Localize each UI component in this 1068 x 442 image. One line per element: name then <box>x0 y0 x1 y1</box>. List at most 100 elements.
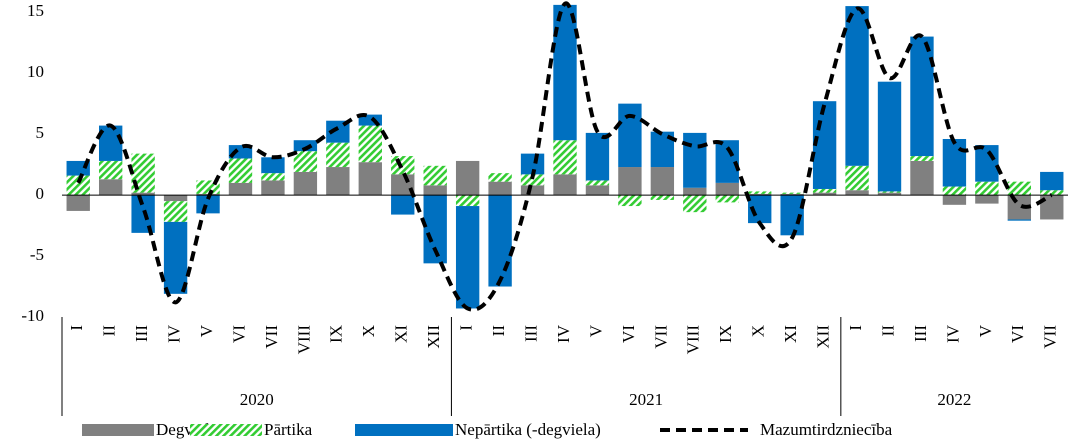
x-tick-label: III <box>521 325 540 342</box>
x-tick-label: V <box>976 324 995 337</box>
bar-segment <box>845 190 869 196</box>
x-tick-label: XI <box>781 325 800 343</box>
legend-key <box>82 424 154 436</box>
legend-label: Mazumtirdzniecība <box>760 420 893 439</box>
x-tick-label: VII <box>651 325 670 349</box>
x-tick-label: III <box>132 325 151 342</box>
bar-segment <box>163 201 188 222</box>
bar-segment <box>358 114 382 126</box>
x-tick-label: XII <box>424 325 443 349</box>
bar-segment <box>683 195 707 213</box>
bar-segment <box>877 191 902 193</box>
bar-segment <box>1040 190 1064 196</box>
bar-segment <box>780 192 804 194</box>
bar-segment <box>1007 181 1032 196</box>
y-tick-label: -5 <box>30 245 44 264</box>
y-tick-label: 0 <box>36 184 45 203</box>
bar-segment <box>650 167 675 196</box>
bar-segment <box>423 195 447 264</box>
bar-segment <box>131 153 155 193</box>
bar-segment <box>812 188 837 193</box>
line-series <box>76 1 1053 312</box>
bar-segment <box>618 195 642 207</box>
legend-label: Nepārtika (-degviela) <box>455 420 601 439</box>
bar-segment <box>683 132 707 188</box>
x-tick-label: VI <box>619 325 638 343</box>
bar-segment <box>910 156 934 161</box>
bar-segment <box>293 151 318 172</box>
bar-segment <box>488 195 512 287</box>
bar-segment <box>326 142 350 168</box>
bar-segment <box>780 195 804 236</box>
bar-segment <box>942 195 967 205</box>
group-label: 2022 <box>937 390 971 409</box>
x-tick-label: XI <box>392 325 411 343</box>
bar-segment <box>196 195 220 214</box>
bar-segment <box>748 193 772 196</box>
x-tick-label: X <box>749 325 768 337</box>
bar-segment <box>98 179 123 196</box>
bar-segment <box>650 195 675 200</box>
bar-segment <box>650 131 675 168</box>
bar-segment <box>585 132 610 181</box>
bar-segment <box>877 81 902 192</box>
bar-segment <box>261 173 285 181</box>
bar-segment <box>391 195 415 215</box>
bar-segment <box>618 103 642 168</box>
group-label: 2021 <box>629 390 663 409</box>
bar-segment <box>1007 219 1032 221</box>
bar-segment <box>748 191 772 194</box>
bar-segment <box>910 160 934 196</box>
bar-segment <box>715 140 739 183</box>
bar-segment <box>845 6 869 166</box>
bar-segment <box>942 186 967 196</box>
bar-segment <box>812 192 837 196</box>
y-tick-label: 10 <box>27 62 44 81</box>
bar-segment <box>358 162 382 196</box>
bar-segment <box>942 138 967 187</box>
group-label: 2020 <box>240 390 274 409</box>
bar-segment <box>131 192 155 196</box>
bar-segment <box>326 167 350 196</box>
bar-segment <box>455 160 480 196</box>
bar-segment <box>520 185 545 196</box>
bar-segment <box>163 195 188 202</box>
bar-segment <box>1040 195 1064 220</box>
bar-segment <box>98 160 123 180</box>
x-tick-label: VI <box>229 325 248 343</box>
x-tick-label: V <box>586 324 605 337</box>
bar-segment <box>98 125 123 161</box>
bar-segment <box>131 195 155 233</box>
bar-segment <box>228 182 253 196</box>
y-tick-label: 15 <box>27 1 44 20</box>
bar-segment <box>228 158 253 183</box>
bar-segment <box>423 185 447 196</box>
bar-segment <box>618 167 642 196</box>
x-tick-label: X <box>359 325 378 337</box>
legend-label: Pārtika <box>264 420 313 439</box>
legend-key <box>190 424 262 436</box>
x-tick-label: II <box>489 325 508 337</box>
bar-segment <box>975 195 999 204</box>
bar-segment <box>553 4 577 141</box>
x-tick-label: VIII <box>294 325 313 355</box>
x-tick-label: VII <box>1041 325 1060 349</box>
bar-segment <box>877 192 902 196</box>
bar-segment <box>553 140 577 175</box>
x-tick-label: IV <box>554 324 573 343</box>
bar-segment <box>715 195 739 203</box>
x-tick-label: VI <box>1008 325 1027 343</box>
bar-segment <box>975 181 999 196</box>
bar-segment <box>163 221 188 294</box>
bar-segment <box>1040 171 1064 191</box>
x-tick-label: VII <box>262 325 281 349</box>
x-tick-label: VIII <box>684 325 703 355</box>
x-tick-label: IV <box>943 324 962 343</box>
bar-segment <box>520 153 545 175</box>
bar-segment <box>358 125 382 163</box>
x-tick-label: IX <box>327 325 346 343</box>
x-tick-label: V <box>197 324 216 337</box>
x-tick-label: I <box>457 325 476 331</box>
bar-segment <box>423 165 447 186</box>
